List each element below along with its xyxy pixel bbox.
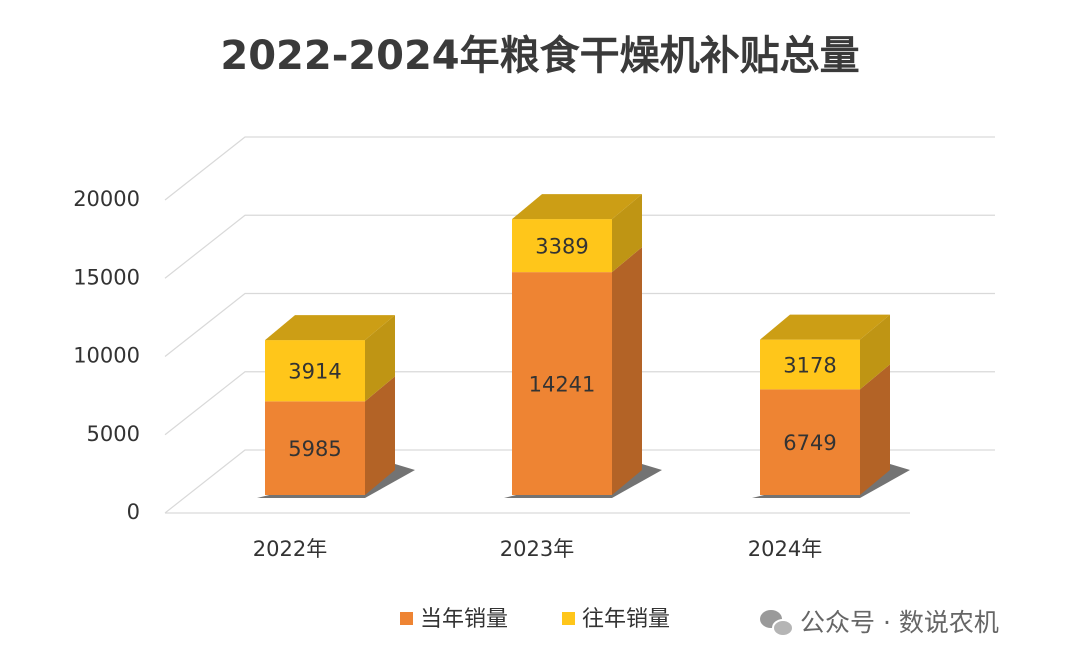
bar-side <box>860 364 890 495</box>
x-tick-label: 2022年 <box>253 537 327 561</box>
data-label: 14241 <box>529 373 596 397</box>
grid-line <box>164 371 995 436</box>
x-tick-label: 2024年 <box>748 537 822 561</box>
bar <box>265 340 365 402</box>
watermark: 公众号 · 数说农机 <box>760 608 999 637</box>
data-label: 5985 <box>288 437 341 461</box>
bar <box>512 219 612 273</box>
data-label: 3389 <box>535 235 588 259</box>
chart-title: 2022-2024年粮食干燥机补贴总量 <box>220 33 859 79</box>
bar <box>512 272 612 495</box>
bar-top <box>512 194 642 220</box>
data-label: 6749 <box>783 431 836 455</box>
bar-side <box>612 194 642 273</box>
y-tick-label: 20000 <box>73 187 140 211</box>
legend-swatch <box>562 612 575 625</box>
bar-top <box>265 315 395 341</box>
y-tick-label: 0 <box>127 500 140 524</box>
y-tick-label: 15000 <box>73 265 140 289</box>
watermark-icon <box>772 619 794 637</box>
bar-top <box>760 314 890 340</box>
bar <box>265 401 365 495</box>
bar-side <box>365 315 395 402</box>
y-tick-label: 5000 <box>87 422 140 446</box>
data-label: 3178 <box>783 354 836 378</box>
bar-side <box>365 376 395 495</box>
bar <box>760 389 860 495</box>
legend-label: 当年销量 <box>420 607 508 632</box>
legend-swatch <box>400 612 413 625</box>
y-tick-label: 10000 <box>73 344 140 368</box>
x-tick-label: 2023年 <box>500 537 574 561</box>
watermark-text: 公众号 · 数说农机 <box>800 608 999 637</box>
grid-line <box>164 449 995 514</box>
bar-side <box>860 314 890 390</box>
grid-line <box>164 136 995 201</box>
data-label: 3914 <box>288 360 341 384</box>
bar-side <box>612 247 642 495</box>
bar <box>760 339 860 390</box>
grid-line <box>164 214 995 279</box>
legend-label: 往年销量 <box>582 607 670 632</box>
grid-line <box>164 292 995 357</box>
